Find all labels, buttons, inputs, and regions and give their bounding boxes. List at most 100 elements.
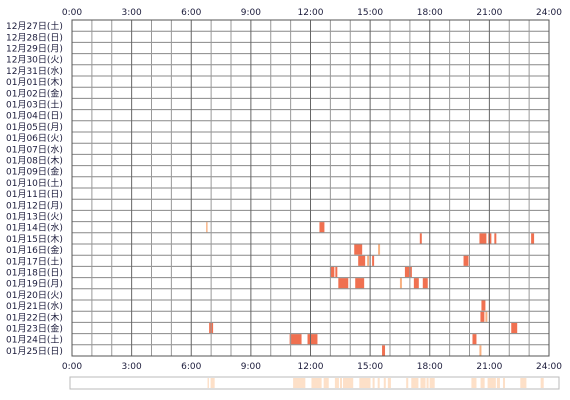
activity-bar [378, 244, 381, 255]
activity-bar [358, 255, 366, 266]
x-tick-label: 9:00 [241, 8, 261, 18]
activity-bar [404, 266, 412, 278]
activity-bar [511, 322, 518, 334]
summary-mark [420, 378, 426, 388]
day-label: 01月19日(月) [6, 279, 63, 290]
day-label: 12月29日(月) [6, 44, 63, 55]
activity-bar [479, 345, 482, 356]
activity-bar [419, 233, 422, 244]
x-tick-label: 0:00 [62, 8, 82, 18]
summary-mark [387, 378, 391, 388]
summary-mark [360, 378, 370, 388]
summary-mark [480, 378, 485, 388]
x-tick-labels-bottom: 0:00 3:00 6:00 9:00 12:00 15:00 18:00 21:00 24:0… [62, 362, 562, 372]
x-tick-labels-top: 0:00 3:00 6:00 9:00 12:00 15:00 18:00 21:00 24:0… [62, 8, 562, 18]
x-tick-label: 21:00 [476, 8, 502, 18]
day-label: 01月06日(火) [6, 133, 63, 144]
summary-strip [69, 376, 560, 390]
summary-mark [383, 378, 386, 388]
day-label: 12月30日(火) [6, 55, 63, 66]
day-label: 01月14日(水) [6, 222, 63, 234]
day-label: 01月18日(日) [6, 268, 63, 279]
activity-bar [330, 266, 335, 278]
day-label: 01月23日(金) [6, 323, 63, 335]
activity-bar [422, 278, 428, 289]
summary-mark [411, 378, 419, 388]
day-label: 01月09日(金) [6, 166, 63, 178]
activity-bar [494, 233, 497, 244]
summary-mark [207, 378, 209, 388]
x-tick-label: 0:00 [62, 362, 82, 372]
activity-bar [307, 334, 318, 345]
activity-bar [463, 255, 469, 266]
x-tick-label: 9:00 [241, 362, 261, 372]
activity-bar [355, 278, 365, 289]
activity-bar [531, 233, 535, 244]
summary-mark [540, 378, 544, 388]
x-tick-label: 24:00 [536, 8, 562, 18]
x-tick-label: 24:00 [536, 362, 562, 372]
activity-bar [413, 278, 419, 289]
grid-lines [71, 19, 550, 357]
summary-mark [502, 378, 506, 388]
activity-bar [480, 311, 485, 322]
day-label: 12月31日(水) [6, 65, 63, 77]
summary-mark [343, 378, 354, 388]
activity-bar [367, 255, 370, 266]
activity-bar [485, 311, 488, 322]
day-label: 01月20日(火) [6, 290, 63, 301]
summary-mark [377, 378, 380, 388]
summary-mark [293, 378, 306, 388]
summary-mark [323, 378, 329, 388]
activity-bar [319, 222, 325, 233]
x-tick-label: 21:00 [476, 362, 502, 372]
activity-bar [472, 334, 477, 345]
x-tick-label: 6:00 [181, 8, 201, 18]
summary-mark [429, 378, 435, 388]
x-tick-label: 3:00 [122, 362, 142, 372]
summary-mark [339, 378, 343, 388]
activity-bar [481, 300, 486, 311]
summary-mark [493, 378, 496, 388]
summary-mark [406, 378, 409, 388]
day-label: 01月17日(土) [6, 255, 63, 267]
summary-mark [311, 378, 322, 388]
activity-bar [372, 255, 375, 266]
day-label: 01月15日(木) [6, 233, 63, 245]
x-tick-label: 18:00 [417, 362, 443, 372]
activity-bar [382, 345, 386, 356]
summary-mark [520, 378, 527, 388]
summary-mark [210, 378, 215, 388]
day-label: 01月01日(木) [6, 76, 63, 88]
activity-bar [335, 266, 338, 278]
day-label: 01月24日(土) [6, 334, 63, 346]
day-label: 01月05日(月) [6, 122, 63, 133]
day-label: 01月22日(木) [6, 311, 63, 323]
x-tick-label: 6:00 [181, 362, 201, 372]
day-label: 01月21日(水) [6, 300, 63, 312]
x-tick-label: 12:00 [298, 8, 324, 18]
x-tick-label: 12:00 [298, 362, 324, 372]
summary-mark [488, 378, 493, 388]
summary-mark [334, 378, 339, 388]
day-label: 01月03日(土) [6, 99, 63, 111]
activity-bar [399, 278, 402, 289]
day-label: 01月08日(木) [6, 155, 63, 167]
day-label: 01月10日(土) [6, 177, 63, 189]
x-tick-label: 3:00 [122, 8, 142, 18]
x-tick-label: 15:00 [357, 8, 383, 18]
summary-mark [487, 378, 490, 388]
plot-border [71, 19, 550, 357]
day-labels: 12月27日(土)12月28日(日)12月29日(月)12月30日(火)12月3… [6, 20, 63, 357]
day-label: 01月07日(水) [6, 143, 63, 155]
x-tick-label: 15:00 [357, 362, 383, 372]
x-tick-label: 18:00 [417, 8, 443, 18]
day-label: 01月13日(火) [6, 212, 63, 223]
activity-bar [338, 278, 349, 289]
activity-bar [206, 222, 208, 233]
day-label: 01月16日(金) [6, 244, 63, 256]
summary-mark [471, 378, 477, 388]
day-label: 01月25日(日) [6, 346, 63, 357]
